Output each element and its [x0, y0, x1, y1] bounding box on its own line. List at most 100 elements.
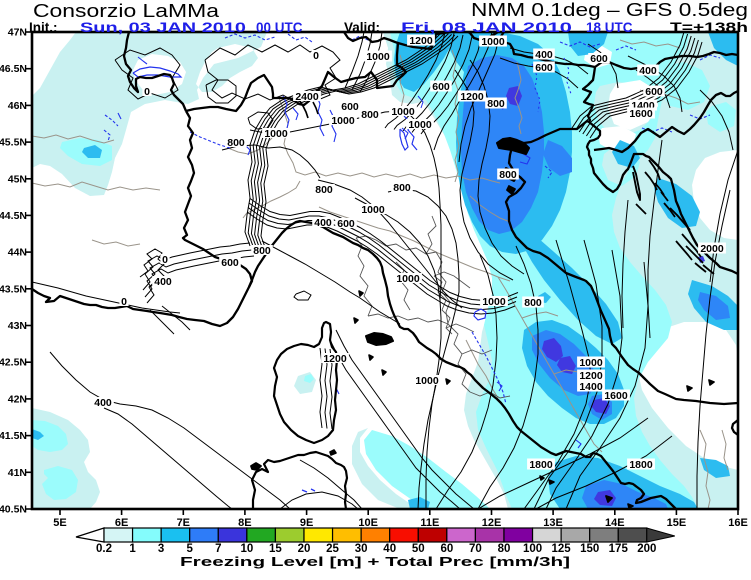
svg-text:1200: 1200: [579, 370, 603, 382]
svg-text:1000: 1000: [331, 115, 355, 127]
svg-text:600: 600: [432, 81, 450, 93]
svg-text:14E: 14E: [605, 517, 625, 529]
svg-text:2000: 2000: [700, 243, 724, 255]
svg-text:800: 800: [499, 169, 517, 181]
svg-text:1000: 1000: [366, 51, 390, 63]
svg-text:1800: 1800: [529, 459, 553, 471]
svg-text:42N: 42N: [8, 393, 27, 405]
svg-text:400: 400: [154, 276, 172, 288]
svg-text:Freezing Level [m] + Total Pre: Freezing Level [m] + Total Prec [mm/3h]: [180, 554, 570, 569]
svg-text:Fri, 08 JAN 2010: Fri, 08 JAN 2010: [401, 20, 572, 35]
svg-text:1000: 1000: [391, 106, 415, 118]
svg-text:41N: 41N: [8, 467, 27, 479]
svg-text:7: 7: [215, 543, 221, 555]
svg-text:11E: 11E: [420, 517, 439, 529]
svg-text:10: 10: [240, 543, 253, 555]
svg-text:200: 200: [637, 543, 656, 555]
svg-text:15E: 15E: [667, 517, 687, 529]
svg-text:2400: 2400: [295, 91, 319, 103]
svg-text:9E: 9E: [300, 517, 313, 529]
svg-text:600: 600: [535, 62, 553, 74]
svg-text:T=+138h: T=+138h: [670, 19, 748, 35]
svg-text:60: 60: [440, 543, 453, 555]
svg-text:00 UTC: 00 UTC: [256, 20, 303, 35]
svg-text:10E: 10E: [358, 517, 378, 529]
svg-text:0: 0: [162, 254, 168, 266]
svg-text:25: 25: [326, 543, 339, 555]
svg-text:45N: 45N: [8, 173, 27, 185]
svg-text:80: 80: [498, 543, 511, 555]
svg-text:3: 3: [158, 543, 164, 555]
svg-text:125: 125: [552, 543, 572, 555]
svg-text:44.5N: 44.5N: [0, 210, 27, 222]
svg-text:18 UTC: 18 UTC: [586, 20, 633, 35]
svg-text:42.5N: 42.5N: [0, 357, 27, 369]
svg-text:1000: 1000: [361, 204, 385, 216]
svg-text:15: 15: [269, 543, 282, 555]
svg-text:800: 800: [227, 137, 245, 149]
svg-text:5: 5: [187, 543, 194, 555]
svg-text:600: 600: [221, 257, 239, 269]
svg-text:1000: 1000: [264, 128, 288, 140]
svg-text:50: 50: [412, 543, 425, 555]
svg-text:1000: 1000: [396, 273, 420, 285]
svg-text:6E: 6E: [115, 517, 128, 529]
svg-text:1: 1: [129, 543, 136, 555]
svg-text:1000: 1000: [408, 119, 432, 131]
svg-text:47N: 47N: [8, 27, 27, 39]
svg-text:600: 600: [645, 86, 663, 98]
svg-text:400: 400: [639, 65, 657, 77]
svg-text:44N: 44N: [8, 247, 27, 259]
svg-text:8E: 8E: [238, 517, 251, 529]
svg-text:400: 400: [535, 49, 553, 61]
svg-text:40: 40: [383, 543, 396, 555]
svg-text:Sun, 03 JAN 2010: Sun, 03 JAN 2010: [80, 20, 246, 35]
svg-text:800: 800: [253, 245, 271, 257]
svg-text:1600: 1600: [604, 390, 628, 402]
svg-text:40.5N: 40.5N: [0, 504, 27, 516]
svg-text:0: 0: [121, 296, 127, 308]
svg-text:100: 100: [523, 543, 542, 555]
svg-text:1200: 1200: [323, 353, 347, 365]
svg-text:0: 0: [144, 86, 150, 98]
svg-text:7E: 7E: [177, 517, 190, 529]
svg-text:45.5N: 45.5N: [0, 137, 27, 149]
svg-text:30: 30: [355, 543, 368, 555]
svg-text:600: 600: [341, 101, 359, 113]
svg-text:800: 800: [361, 109, 379, 121]
svg-text:800: 800: [524, 297, 542, 309]
svg-text:400: 400: [314, 217, 332, 229]
svg-text:46.5N: 46.5N: [0, 63, 27, 75]
svg-text:20: 20: [298, 543, 311, 555]
svg-text:41.5N: 41.5N: [0, 430, 27, 442]
svg-text:1400: 1400: [579, 381, 603, 393]
svg-text:Init.:: Init.:: [29, 20, 58, 35]
svg-text:1000: 1000: [482, 296, 506, 308]
svg-text:175: 175: [609, 543, 629, 555]
svg-text:1200: 1200: [460, 91, 484, 103]
svg-text:Consorzio LaMMa: Consorzio LaMMa: [33, 1, 220, 21]
svg-text:600: 600: [337, 218, 355, 230]
svg-text:13E: 13E: [543, 517, 563, 529]
svg-text:800: 800: [393, 182, 411, 194]
svg-text:1800: 1800: [629, 459, 653, 471]
svg-text:1000: 1000: [579, 357, 603, 369]
svg-text:43N: 43N: [8, 320, 27, 332]
svg-text:1000: 1000: [415, 375, 439, 387]
svg-text:400: 400: [94, 397, 112, 409]
svg-text:1600: 1600: [629, 108, 653, 120]
svg-text:43.5N: 43.5N: [0, 283, 27, 295]
svg-text:0.2: 0.2: [96, 543, 112, 555]
svg-text:0: 0: [313, 50, 319, 62]
svg-text:70: 70: [469, 543, 482, 555]
svg-text:Valid:: Valid:: [344, 20, 380, 35]
svg-text:12E: 12E: [482, 517, 502, 529]
svg-text:600: 600: [590, 53, 608, 65]
svg-text:16E: 16E: [728, 517, 748, 529]
svg-text:NMM 0.1deg – GFS 0.5deg: NMM 0.1deg – GFS 0.5deg: [471, 0, 748, 20]
svg-text:5E: 5E: [53, 517, 66, 529]
svg-text:1000: 1000: [481, 36, 505, 48]
svg-text:800: 800: [487, 98, 505, 110]
svg-text:46N: 46N: [8, 100, 27, 112]
svg-text:1200: 1200: [409, 35, 433, 47]
